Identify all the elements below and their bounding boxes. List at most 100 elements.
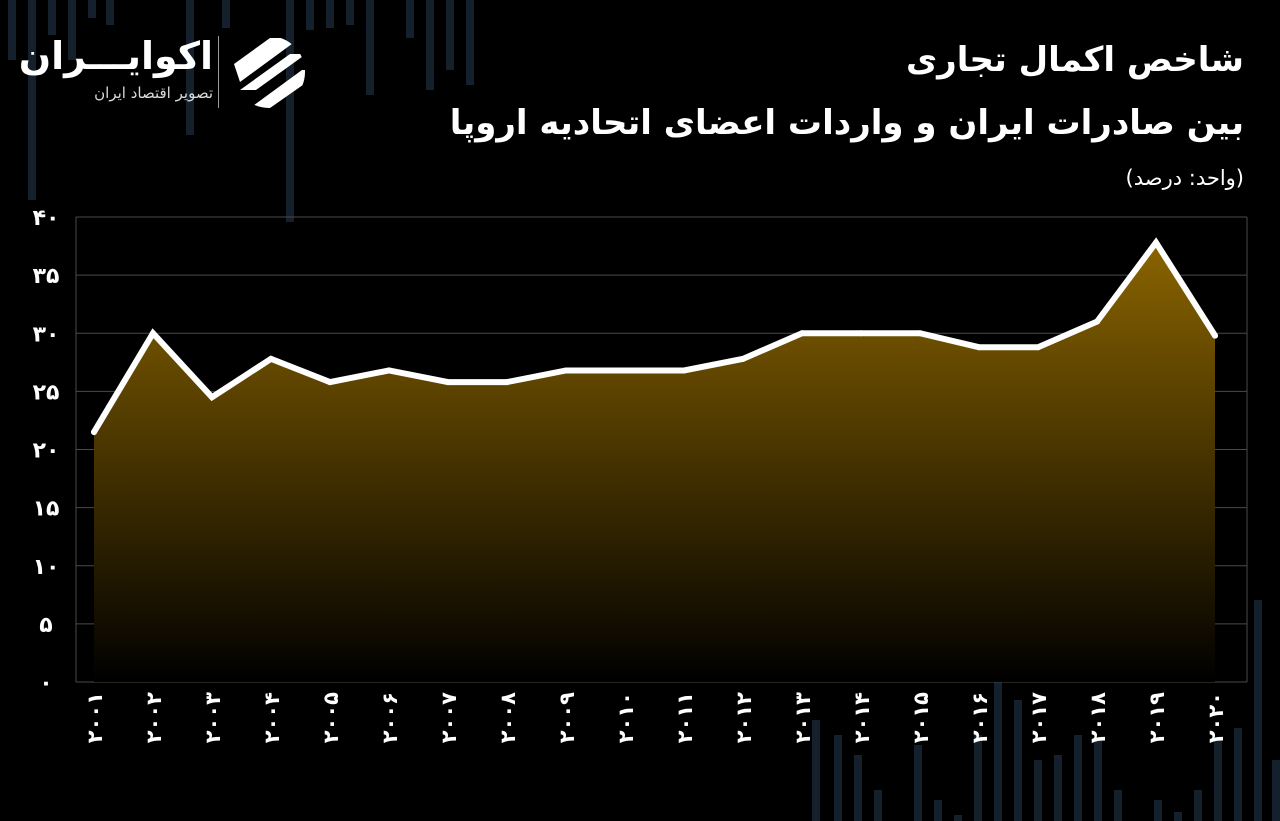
data-point-16 [1035, 344, 1041, 351]
data-point-12 [799, 330, 805, 337]
data-point-0 [91, 429, 97, 436]
unit-label: (واحد: درصد) [1125, 166, 1244, 190]
background-candle [812, 720, 820, 821]
background-candle [974, 735, 982, 821]
brand-tagline: تصویر اقتصاد ایران [94, 84, 213, 102]
background-candle [8, 0, 16, 60]
background-candle [1074, 735, 1082, 821]
area-fill [94, 242, 1215, 682]
x-tick-label: ۲۰۰۶ [378, 692, 402, 743]
background-candle [934, 800, 942, 821]
y-tick-label: ۰ [39, 671, 52, 696]
y-tick-label: ۵ [39, 613, 52, 638]
data-points-layer [91, 239, 1218, 436]
brand-name: اکوایـــران [18, 34, 213, 78]
background-candle [106, 0, 114, 25]
chart-title-line-2: بین صادرات ایران و واردات اعضای اتحادیه … [449, 103, 1244, 143]
y-tick-label: ۴۰ [33, 206, 60, 231]
x-tick-label: ۲۰۰۹ [555, 692, 579, 743]
background-candle [1214, 740, 1222, 821]
background-candle [1174, 812, 1182, 821]
data-point-7 [504, 379, 510, 386]
x-tick-label: ۲۰۱۶ [968, 692, 992, 743]
data-point-1 [150, 330, 156, 337]
data-point-15 [976, 344, 982, 351]
background-candle [954, 815, 962, 821]
background-candle [1034, 760, 1042, 821]
chart-title-line-1: شاخص اکمال تجاری [905, 40, 1244, 80]
background-candle [1254, 600, 1262, 821]
x-tick-label: ۲۰۱۰ [614, 692, 638, 743]
data-point-5 [386, 367, 392, 374]
x-tick-label: ۲۰۰۸ [496, 692, 520, 743]
background-candle [1194, 790, 1202, 821]
x-tick-label: ۲۰۱۴ [850, 692, 874, 743]
background-candle [406, 0, 414, 38]
background-candle [48, 0, 56, 35]
data-point-8 [563, 367, 569, 374]
y-tick-label: ۳۵ [33, 264, 60, 289]
data-point-10 [681, 367, 687, 374]
background-candle [1054, 755, 1062, 821]
background-candle [1272, 760, 1280, 821]
data-point-13 [858, 330, 864, 337]
data-point-3 [268, 355, 274, 362]
background-candle [834, 735, 842, 821]
background-candle [854, 755, 862, 821]
background-candle [1154, 800, 1162, 821]
background-candle [446, 0, 454, 70]
y-tick-label: ۱۵ [33, 497, 60, 522]
data-point-14 [917, 330, 923, 337]
background-candle [346, 0, 354, 25]
data-point-18 [1153, 239, 1159, 246]
y-tick-label: ۳۰ [33, 322, 60, 347]
x-tick-label: ۲۰۰۵ [319, 692, 343, 743]
x-tick-label: ۲۰۱۱ [673, 692, 697, 743]
y-tick-label: ۲۵ [33, 380, 60, 405]
background-candle [326, 0, 334, 28]
x-tick-label: ۲۰۱۵ [909, 692, 933, 743]
background-candle [68, 0, 76, 60]
y-axis-ticks: ۰ ۵ ۱۰ ۱۵ ۲۰ ۲۵ ۳۰ ۳۵ ۴۰ [33, 206, 60, 696]
background-candle [286, 0, 294, 222]
x-tick-label: ۲۰۱۷ [1027, 692, 1051, 743]
background-candle [874, 790, 882, 821]
y-tick-label: ۲۰ [33, 439, 60, 464]
background-candle [1094, 740, 1102, 821]
background-candle [426, 0, 434, 90]
x-tick-label: ۲۰۰۷ [437, 692, 461, 743]
x-tick-label: ۲۰۲۰ [1204, 692, 1228, 743]
data-point-17 [1094, 318, 1100, 325]
background-candle [366, 0, 374, 95]
background-candle [1234, 728, 1242, 821]
x-tick-label: ۲۰۰۴ [260, 692, 284, 743]
data-point-9 [622, 367, 628, 374]
data-point-2 [209, 394, 215, 401]
background-candle [1114, 790, 1122, 821]
x-axis-ticks: ۲۰۰۱ ۲۰۰۲ ۲۰۰۳ ۲۰۰۴ ۲۰۰۵ ۲۰۰۶ ۲۰۰۷ ۲۰۰۸ ۲۰۰۹ ۲۰۱۰… [83, 692, 1228, 743]
x-tick-label: ۲۰۰۲ [142, 692, 166, 743]
brand-mark-icon [234, 38, 305, 108]
background-candle [914, 745, 922, 821]
x-tick-label: ۲۰۰۳ [201, 692, 225, 743]
background-candle [994, 600, 1002, 821]
background-candle [28, 0, 36, 200]
logo-divider [218, 36, 219, 108]
background-candle [1014, 700, 1022, 821]
background-candle [306, 0, 314, 30]
x-tick-label: ۲۰۱۳ [791, 692, 815, 743]
data-point-11 [740, 355, 746, 362]
background-candle [88, 0, 96, 18]
background-candle [466, 0, 474, 85]
y-tick-label: ۱۰ [33, 555, 60, 580]
series-line [91, 237, 1218, 436]
x-tick-label: ۲۰۰۱ [83, 692, 107, 743]
data-point-4 [327, 379, 333, 386]
data-point-6 [445, 379, 451, 386]
data-point-19 [1212, 332, 1218, 339]
x-tick-label: ۲۰۱۹ [1145, 692, 1169, 743]
brand-logo: اکوایـــران تصویر اقتصاد ایران [19, 32, 313, 112]
background-candle [222, 0, 230, 28]
